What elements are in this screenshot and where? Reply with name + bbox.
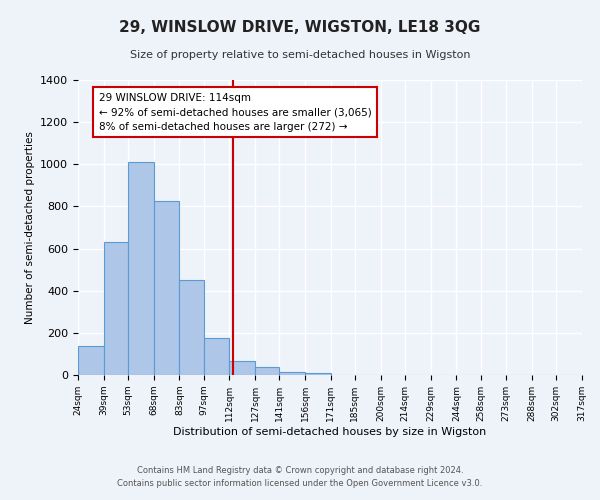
Bar bbox=[104, 242, 128, 375]
Bar bbox=[255, 366, 279, 375]
X-axis label: Distribution of semi-detached houses by size in Wigston: Distribution of semi-detached houses by … bbox=[173, 426, 487, 436]
Text: 29, WINSLOW DRIVE, WIGSTON, LE18 3QG: 29, WINSLOW DRIVE, WIGSTON, LE18 3QG bbox=[119, 20, 481, 35]
Text: Contains HM Land Registry data © Crown copyright and database right 2024.
Contai: Contains HM Land Registry data © Crown c… bbox=[118, 466, 482, 487]
Bar bbox=[78, 346, 104, 375]
Y-axis label: Number of semi-detached properties: Number of semi-detached properties bbox=[25, 131, 35, 324]
Bar bbox=[179, 280, 203, 375]
Bar bbox=[279, 372, 305, 375]
Text: 29 WINSLOW DRIVE: 114sqm
← 92% of semi-detached houses are smaller (3,065)
8% of: 29 WINSLOW DRIVE: 114sqm ← 92% of semi-d… bbox=[98, 92, 371, 132]
Bar bbox=[154, 201, 179, 375]
Bar bbox=[203, 338, 229, 375]
Bar bbox=[229, 362, 255, 375]
Bar bbox=[128, 162, 154, 375]
Bar bbox=[305, 373, 331, 375]
Text: Size of property relative to semi-detached houses in Wigston: Size of property relative to semi-detach… bbox=[130, 50, 470, 60]
